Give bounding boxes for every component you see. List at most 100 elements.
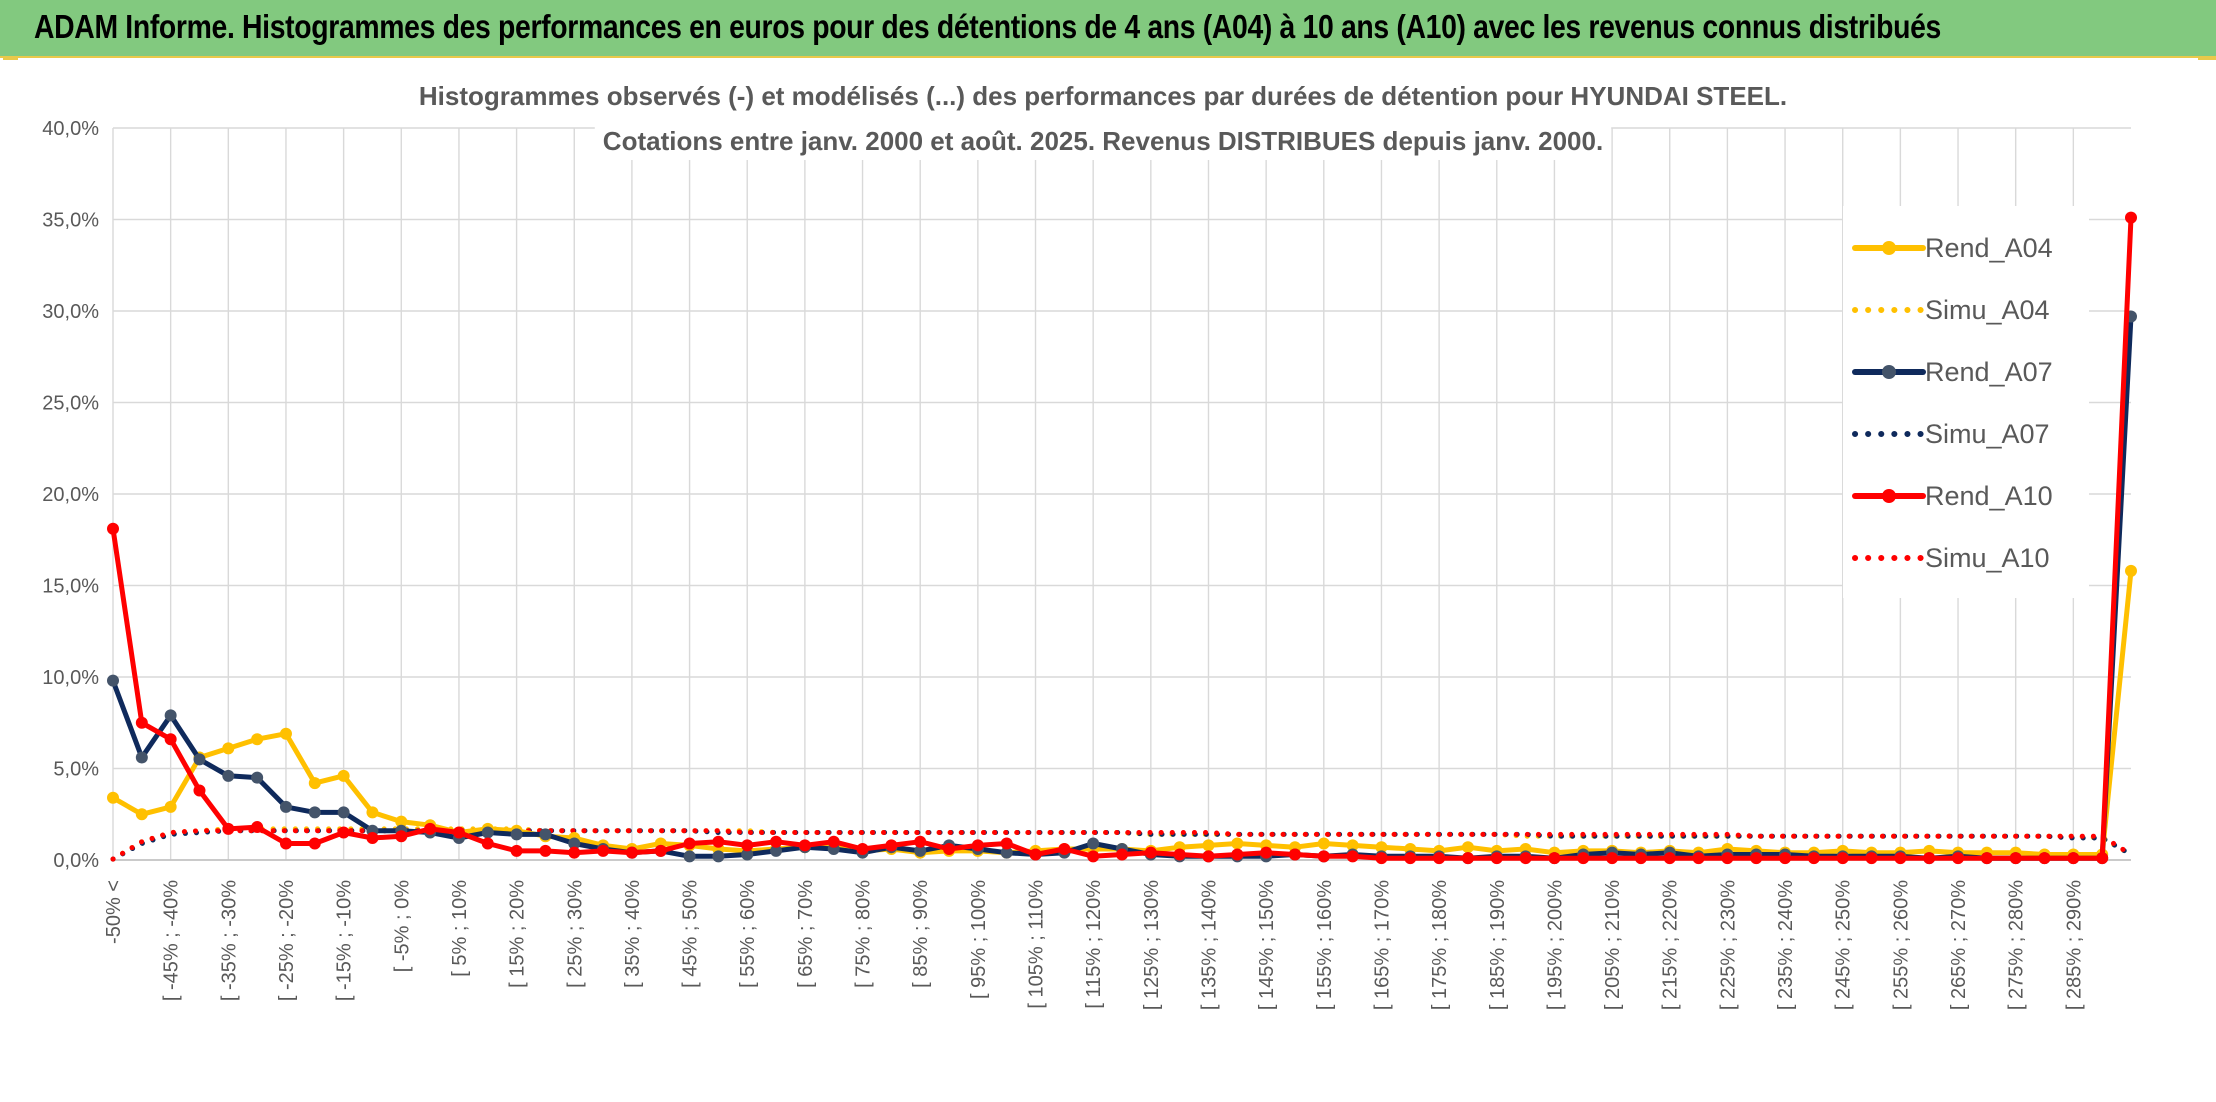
x-tick-label: [ 35% ; 40% (622, 880, 644, 988)
data-point-rend-a07 (135, 751, 148, 764)
left-corner-accent (0, 56, 18, 60)
data-point-rend-a07 (539, 828, 552, 841)
data-point-rend-a10 (193, 784, 206, 797)
data-point-rend-a07 (914, 844, 927, 857)
data-point-rend-a10 (1663, 852, 1676, 865)
data-point-rend-a04 (366, 806, 379, 819)
chart-title-line: Histogrammes observés (-) et modélisés (… (419, 81, 1787, 111)
x-tick-label: [ 185% ; 190% (1487, 880, 1509, 1010)
data-point-rend-a10 (741, 839, 754, 852)
x-tick-label: [ 165% ; 170% (1371, 880, 1393, 1010)
data-point-rend-a10 (1461, 852, 1474, 865)
data-point-rend-a10 (164, 733, 177, 746)
x-tick-label: [ 205% ; 210% (1602, 880, 1624, 1010)
data-point-rend-a10 (1750, 852, 1763, 865)
data-point-rend-a10 (424, 822, 437, 835)
data-point-rend-a04 (1231, 837, 1244, 850)
data-point-rend-a10 (510, 844, 523, 857)
data-point-rend-a10 (279, 837, 292, 850)
y-tick-label: 5,0% (53, 759, 99, 781)
x-tick-label: [ 225% ; 230% (1717, 880, 1739, 1010)
data-point-rend-a10 (1404, 852, 1417, 865)
legend-background (1843, 206, 2089, 598)
data-point-rend-a10 (971, 839, 984, 852)
data-point-rend-a10 (1029, 848, 1042, 861)
y-tick-label: 0,0% (53, 850, 99, 872)
data-point-rend-a04 (2125, 564, 2137, 577)
data-point-rend-a10 (107, 522, 119, 535)
x-tick-label: [ 55% ; 60% (737, 880, 759, 988)
x-tick-label: [ 285% ; 290% (2063, 880, 2085, 1010)
data-point-rend-a04 (107, 791, 119, 804)
data-point-rend-a10 (1692, 852, 1705, 865)
data-point-rend-a10 (1346, 850, 1359, 863)
y-tick-label: 10,0% (42, 667, 99, 689)
y-tick-label: 25,0% (42, 393, 99, 415)
data-point-rend-a10 (1433, 852, 1446, 865)
series-line-rend-a04 (110, 568, 2134, 857)
data-point-rend-a04 (279, 727, 292, 740)
x-tick-label: [ 265% ; 270% (1948, 880, 1970, 1010)
data-point-rend-a04 (1461, 841, 1474, 854)
data-point-rend-a04 (164, 800, 177, 813)
x-tick-label: [ 25% ; 30% (564, 880, 586, 988)
data-point-rend-a10 (1519, 852, 1532, 865)
data-point-rend-a10 (597, 844, 610, 857)
data-point-rend-a10 (568, 846, 581, 859)
legend: Rend_A04 Simu_A04 Rend_A07 Simu_A07 Rend_A10… (1843, 206, 2089, 598)
x-tick-label: [ 145% ; 150% (1256, 880, 1278, 1010)
data-point-rend-a10 (251, 821, 264, 834)
x-tick-label: [ 275% ; 280% (2006, 880, 2028, 1010)
data-point-rend-a04 (1317, 837, 1330, 850)
data-point-rend-a07 (481, 826, 494, 839)
data-point-rend-a10 (1634, 852, 1647, 865)
x-tick-label: [ 155% ; 160% (1314, 880, 1336, 1010)
x-tick-label: [ -5% ; 0% (391, 880, 413, 972)
x-tick-label: [ 215% ; 220% (1660, 880, 1682, 1010)
data-point-rend-a07 (683, 850, 696, 863)
data-point-rend-a10 (1807, 852, 1820, 865)
data-point-rend-a10 (1288, 848, 1301, 861)
legend-marker-rend-a04 (1882, 241, 1896, 255)
legend-label-rend-a10: Rend_A10 (1925, 481, 2053, 511)
data-point-rend-a10 (1548, 852, 1561, 865)
data-point-rend-a10 (1116, 848, 1128, 861)
report-title: ADAM Informe. Histogrammes des performan… (34, 8, 1941, 45)
data-point-rend-a07 (1000, 846, 1013, 859)
data-point-rend-a10 (914, 835, 927, 848)
data-point-rend-a10 (1202, 850, 1215, 863)
x-tick-label: [ 175% ; 180% (1429, 880, 1451, 1010)
chart-title-background (594, 122, 1612, 160)
gridlines (112, 127, 2131, 861)
x-tick-label: [ 65% ; 70% (795, 880, 817, 988)
data-point-rend-a10 (1260, 846, 1273, 859)
legend-label-simu-a04: Simu_A04 (1925, 295, 2050, 325)
data-point-rend-a10 (337, 826, 350, 839)
data-point-rend-a04 (251, 733, 264, 746)
data-point-rend-a10 (1231, 848, 1244, 861)
data-point-rend-a10 (1087, 850, 1100, 863)
x-tick-label: [ 255% ; 260% (1890, 880, 1912, 1010)
data-point-rend-a04 (135, 808, 148, 821)
data-point-rend-a10 (885, 839, 898, 852)
data-point-rend-a10 (625, 846, 638, 859)
y-tick-label: 30,0% (42, 301, 99, 323)
data-point-rend-a07 (568, 837, 581, 850)
data-point-rend-a10 (539, 844, 552, 857)
data-point-rend-a10 (1000, 837, 1013, 850)
x-tick-label: [ 245% ; 250% (1833, 880, 1855, 1010)
data-point-rend-a10 (1144, 846, 1157, 859)
data-point-rend-a07 (308, 806, 321, 819)
axes: 0,0% 5,0% 10,0% 15,0% 20,0% 25,0% 30,0% 35,0% 40… (42, 118, 2131, 1010)
data-point-rend-a10 (1058, 843, 1071, 856)
data-point-rend-a10 (1317, 850, 1330, 863)
data-point-rend-a10 (222, 822, 235, 835)
data-point-rend-a10 (135, 716, 148, 729)
data-point-rend-a10 (856, 843, 869, 856)
data-point-rend-a10 (2096, 852, 2109, 865)
y-tick-label: 35,0% (42, 210, 99, 232)
data-point-rend-a10 (2125, 211, 2137, 224)
data-point-rend-a10 (1606, 852, 1619, 865)
data-point-rend-a07 (770, 844, 783, 857)
legend-label-simu-a10: Simu_A10 (1925, 543, 2050, 573)
